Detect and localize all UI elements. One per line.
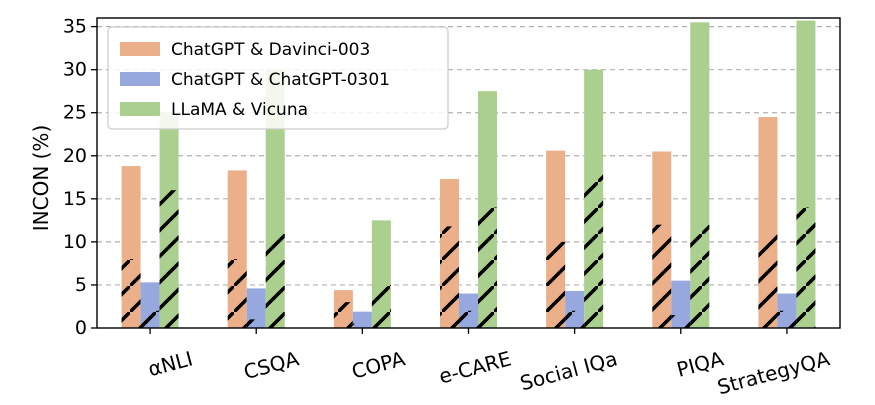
legend-swatch-1 bbox=[120, 42, 160, 56]
bar-hatch-1-2 bbox=[227, 259, 247, 328]
bar-hatch-3-4 bbox=[478, 207, 497, 328]
y-tick-label: 25 bbox=[63, 102, 87, 124]
y-axis-title: INCON (%) bbox=[29, 125, 53, 232]
x-tick-label: Social IQa bbox=[517, 346, 619, 395]
legend-label-2: ChatGPT & ChatGPT-0301 bbox=[171, 70, 390, 90]
bar-hatch-1-7 bbox=[758, 233, 778, 328]
bar-hatch-2-2 bbox=[246, 319, 266, 328]
bar-hatch-1-4 bbox=[440, 226, 459, 328]
bar-hatch-2-7 bbox=[777, 310, 797, 328]
x-tick-label: COPA bbox=[349, 346, 408, 383]
bar-hatch-2-6 bbox=[671, 315, 691, 328]
bar-2-2 bbox=[246, 288, 266, 328]
plot-frame bbox=[96, 17, 841, 329]
bar-hatch-1-1 bbox=[121, 259, 141, 328]
bar-hatch-3-6 bbox=[690, 224, 710, 328]
legend-label-1: ChatGPT & Davinci-003 bbox=[171, 40, 370, 60]
bar-hatch-2-5 bbox=[565, 310, 585, 328]
y-tick-label: 5 bbox=[75, 274, 87, 296]
legend: ChatGPT & Davinci-003 ChatGPT & ChatGPT-0… bbox=[107, 26, 449, 130]
axes bbox=[91, 17, 841, 334]
y-tick-label: 15 bbox=[63, 188, 87, 210]
bar-hatch-2-4 bbox=[459, 310, 478, 328]
bars bbox=[121, 20, 816, 329]
grid-lines bbox=[97, 26, 840, 286]
legend-swatch-2 bbox=[120, 72, 160, 86]
y-tick-label: 20 bbox=[63, 145, 87, 167]
y-tick-label: 0 bbox=[75, 317, 87, 339]
y-tick-label: 30 bbox=[63, 59, 87, 81]
x-tick-label: CSQA bbox=[241, 346, 302, 384]
x-tick-label: e-CARE bbox=[436, 346, 513, 388]
legend-box bbox=[107, 26, 449, 130]
bar-hatch-1-5 bbox=[546, 241, 566, 328]
bar-hatch-1-3 bbox=[333, 302, 353, 328]
bar-hatch-3-1 bbox=[159, 190, 179, 328]
x-tick-label: StrategyQA bbox=[715, 346, 833, 399]
bar-hatch-2-1 bbox=[140, 310, 160, 328]
bar-hatch-2-3 bbox=[352, 323, 372, 328]
bar-hatch-3-7 bbox=[796, 207, 816, 328]
y-tick-label: 10 bbox=[63, 231, 87, 253]
bar-hatch-3-2 bbox=[265, 233, 285, 328]
legend-label-3: LLaMA & Vicuna bbox=[171, 100, 308, 120]
legend-swatch-3 bbox=[120, 102, 160, 116]
y-tick-label: 35 bbox=[63, 16, 87, 38]
x-tick-label: αNLI bbox=[145, 346, 195, 381]
bar-hatch-3-5 bbox=[584, 173, 604, 328]
bar-hatch-1-6 bbox=[652, 224, 672, 328]
bar-hatch-3-3 bbox=[371, 284, 391, 328]
